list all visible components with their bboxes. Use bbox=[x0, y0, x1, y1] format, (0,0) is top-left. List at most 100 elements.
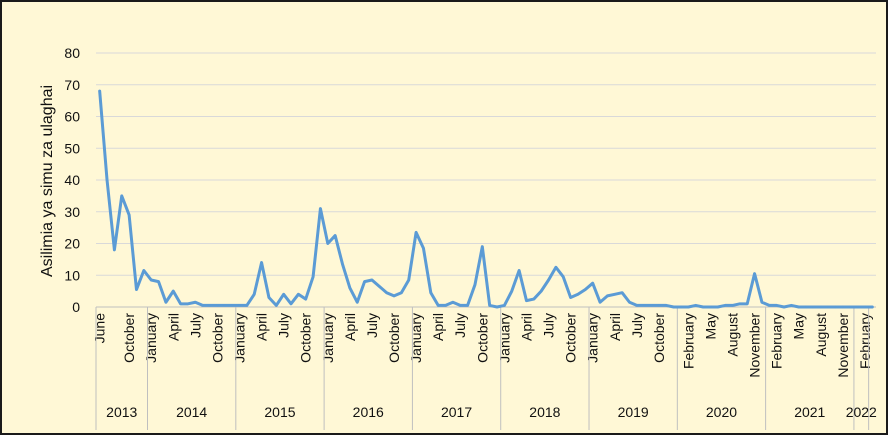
data-point bbox=[849, 305, 852, 309]
x-tick-label: October bbox=[651, 313, 667, 363]
data-point bbox=[429, 291, 433, 294]
data-point bbox=[260, 261, 263, 264]
data-point bbox=[731, 304, 734, 307]
y-tick-label: 70 bbox=[64, 77, 80, 93]
data-point bbox=[871, 305, 874, 309]
data-point bbox=[304, 297, 307, 301]
data-point bbox=[782, 305, 786, 309]
data-point bbox=[819, 305, 823, 309]
data-point bbox=[105, 178, 109, 182]
y-tick-label: 10 bbox=[64, 267, 80, 283]
data-point bbox=[635, 304, 639, 307]
data-point bbox=[812, 305, 815, 309]
data-point bbox=[569, 296, 572, 299]
data-point bbox=[319, 207, 322, 210]
data-point bbox=[216, 304, 219, 307]
data-point bbox=[245, 304, 249, 307]
data-point bbox=[172, 289, 175, 293]
data-point bbox=[451, 301, 455, 304]
data-point bbox=[620, 291, 624, 294]
data-point bbox=[723, 304, 727, 307]
year-label: 2017 bbox=[441, 404, 472, 420]
year-label: 2018 bbox=[529, 404, 560, 420]
year-label: 2020 bbox=[706, 404, 737, 420]
x-tick-label: April bbox=[165, 313, 181, 341]
data-point bbox=[709, 305, 712, 309]
data-point bbox=[775, 304, 778, 307]
data-point bbox=[422, 247, 425, 250]
x-tick-label: June bbox=[92, 313, 108, 344]
data-point bbox=[267, 296, 271, 299]
x-tick-label: July bbox=[276, 313, 292, 338]
y-tick-label: 80 bbox=[64, 45, 80, 61]
y-tick-label: 0 bbox=[72, 299, 80, 315]
data-point bbox=[230, 304, 234, 307]
data-point bbox=[348, 286, 352, 290]
data-point bbox=[606, 294, 609, 298]
x-tick-label: April bbox=[342, 313, 358, 341]
data-point bbox=[701, 305, 705, 309]
data-point bbox=[436, 304, 440, 307]
data-point bbox=[326, 242, 329, 245]
data-point bbox=[201, 304, 204, 307]
data-point bbox=[407, 278, 410, 282]
data-point bbox=[591, 281, 594, 285]
x-tick-label: August bbox=[813, 313, 829, 357]
x-tick-label: February bbox=[857, 313, 873, 369]
x-tick-label: October bbox=[386, 313, 402, 363]
data-point bbox=[98, 89, 101, 93]
x-tick-label: January bbox=[231, 313, 247, 363]
data-point bbox=[532, 297, 536, 301]
y-tick-label: 20 bbox=[64, 236, 80, 252]
data-point bbox=[628, 301, 631, 304]
data-point bbox=[525, 299, 528, 302]
x-tick-label: October bbox=[563, 313, 579, 363]
x-tick-label: November bbox=[747, 313, 763, 378]
x-tick-label: August bbox=[725, 313, 741, 357]
x-tick-label: April bbox=[518, 313, 534, 341]
data-point bbox=[679, 305, 683, 309]
y-tick-label: 40 bbox=[64, 172, 80, 188]
data-point bbox=[466, 304, 469, 307]
data-point bbox=[179, 302, 182, 306]
year-label: 2013 bbox=[106, 404, 137, 420]
x-tick-label: July bbox=[187, 313, 203, 338]
data-point bbox=[135, 288, 138, 291]
y-axis-label: Asilimia ya simu za ulaghai bbox=[39, 85, 56, 277]
data-point bbox=[797, 305, 800, 309]
year-label: 2021 bbox=[794, 404, 825, 420]
data-point bbox=[297, 293, 300, 296]
data-point bbox=[753, 272, 756, 275]
data-point bbox=[414, 231, 418, 234]
data-point bbox=[576, 293, 580, 296]
data-point bbox=[746, 302, 749, 306]
year-label: 2019 bbox=[618, 404, 649, 420]
data-point bbox=[275, 304, 278, 307]
data-point bbox=[289, 302, 293, 306]
x-tick-label: July bbox=[452, 313, 468, 338]
data-point bbox=[694, 304, 697, 307]
data-point bbox=[643, 304, 646, 307]
x-tick-label: July bbox=[629, 313, 645, 338]
y-tick-label: 50 bbox=[64, 140, 80, 156]
data-point bbox=[363, 280, 366, 283]
x-axis: June October January April July October Januar… bbox=[92, 306, 877, 430]
data-point bbox=[584, 288, 587, 291]
data-point bbox=[444, 304, 447, 307]
data-point bbox=[539, 289, 543, 293]
y-axis-ticks: 0 10 20 30 40 50 60 70 80 bbox=[64, 45, 80, 315]
data-point bbox=[481, 245, 484, 248]
data-point bbox=[473, 283, 477, 286]
series-line-group bbox=[98, 89, 874, 309]
data-point bbox=[716, 305, 719, 309]
data-point bbox=[253, 293, 256, 296]
x-tick-label: October bbox=[209, 313, 225, 363]
series-line bbox=[98, 89, 874, 309]
data-point bbox=[613, 293, 616, 296]
data-point bbox=[142, 269, 146, 272]
x-tick-label: January bbox=[320, 313, 336, 363]
data-point bbox=[370, 278, 374, 282]
data-point bbox=[554, 266, 558, 269]
data-point bbox=[378, 285, 381, 288]
